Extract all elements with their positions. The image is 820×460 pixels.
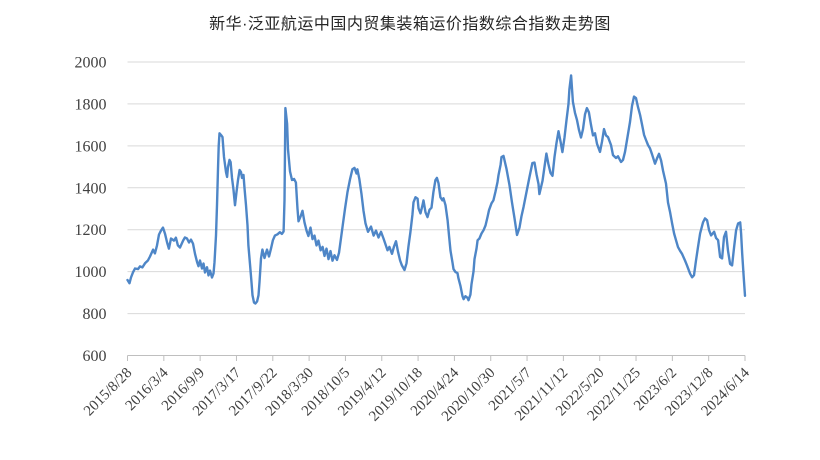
chart-title: 新华·泛亚航运中国内贸集装箱运价指数综合指数走势图 [209, 16, 611, 33]
y-tick-label: 600 [83, 348, 107, 365]
y-tick-label: 1600 [75, 138, 107, 155]
y-tick-label: 800 [83, 306, 107, 323]
y-tick-label: 1400 [75, 180, 107, 197]
y-tick-label: 1800 [75, 96, 107, 113]
y-tick-label: 1200 [75, 222, 107, 239]
x-tick-label: 2015/8/28 [81, 365, 135, 419]
y-tick-label: 1000 [75, 264, 107, 281]
y-tick-label: 2000 [75, 55, 107, 72]
series-line [126, 74, 747, 305]
